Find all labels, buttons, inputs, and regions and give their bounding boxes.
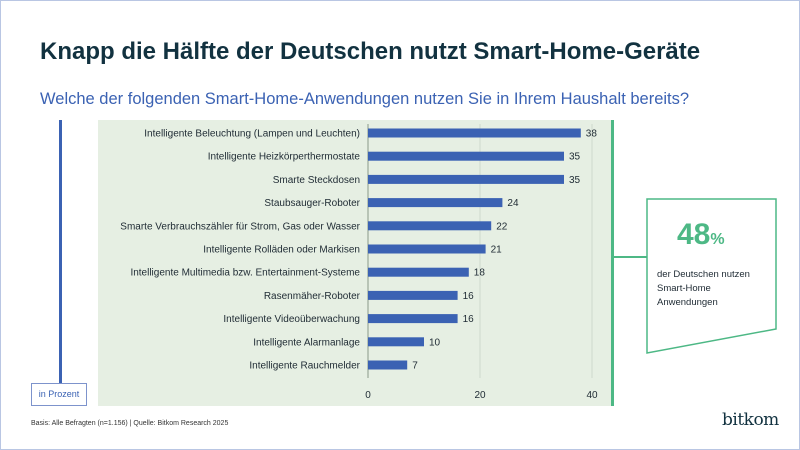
page-title: Knapp die Hälfte der Deutschen nutzt Sma… [40,38,701,65]
accent-divider [611,120,614,406]
category-label: Intelligente Multimedia bzw. Entertainme… [130,268,360,279]
x-tick-label: 20 [474,390,486,401]
data-label: 24 [507,198,519,209]
footer-source: Basis: Alle Befragten (n=1.156) | Quelle… [31,420,229,427]
bar [368,244,486,254]
category-label: Intelligente Alarmanlage [253,337,360,348]
data-label: 7 [412,361,418,372]
bar [368,290,458,300]
callout-box [646,198,777,354]
data-label: 35 [569,152,581,163]
category-label: Staubsauger-Roboter [264,198,360,209]
category-label: Rasenmäher-Roboter [264,291,361,302]
data-label: 16 [463,314,475,325]
bar [368,174,564,184]
bar [368,221,492,231]
category-label: Intelligente Beleuchtung (Lampen und Leu… [144,129,360,140]
category-label: Intelligente Rauchmelder [249,361,360,372]
bar [368,314,458,324]
data-label: 21 [491,245,503,256]
data-label: 22 [496,221,508,232]
category-label: Intelligente Videoüberwachung [223,314,360,325]
data-label: 16 [463,291,475,302]
bar [368,128,581,138]
data-label: 35 [569,175,581,186]
callout-unit: % [710,231,725,248]
data-label: 10 [429,337,441,348]
data-label: 18 [474,268,486,279]
category-label: Smarte Verbrauchszähler für Strom, Gas o… [120,221,360,232]
chart-panel [98,120,612,406]
subtitle: Welche der folgenden Smart-Home-Anwendun… [40,90,690,108]
bar [368,151,564,161]
callout-number: 48 [677,218,711,251]
bar [368,198,503,208]
left-accent-line [59,120,62,384]
unit-label: in Prozent [31,383,87,406]
callout-text: der Deutschen nutzen Smart-Home Anwendun… [657,269,750,308]
bar [368,337,424,347]
category-label: Intelligente Heizkörperthermostate [208,152,361,163]
category-label: Smarte Steckdosen [273,175,360,186]
callout-value: 48% [677,218,725,252]
bitkom-logo: bitkom [722,410,779,430]
x-tick-label: 40 [586,390,598,401]
bar [368,360,408,370]
bar [368,267,469,277]
x-tick-label: 0 [365,390,371,401]
data-label: 38 [586,129,598,140]
category-label: Intelligente Rolläden oder Markisen [203,245,360,256]
